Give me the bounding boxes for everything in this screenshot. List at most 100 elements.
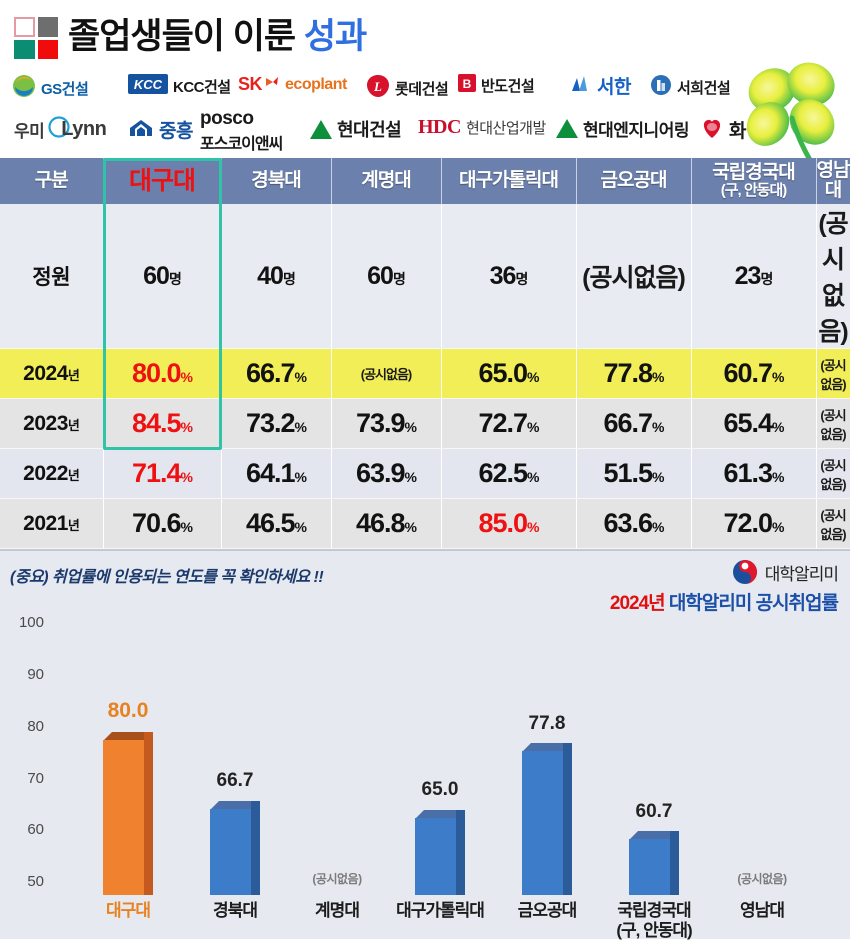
cell-2021-kumoh: 63.6% (576, 498, 692, 549)
unit-suffix: % (180, 419, 193, 435)
posco-logo-icon: posco (200, 108, 254, 129)
row-label-2023: 2023년 (0, 398, 104, 449)
table-header-row: 구분 대구대 경북대 계명대 대구가톨릭대 금오공대 국립경국대 (구, 안동대… (0, 158, 850, 204)
employer-logo-gs: GS건설 (12, 74, 89, 102)
bar-kumoh (522, 743, 572, 895)
employer-logo-hyundai-eng: 현대엔지니어링 (556, 116, 689, 141)
lotte-logo-icon: L (366, 74, 390, 102)
unit-suffix: 명 (760, 270, 773, 287)
cell-2024-kyungpook: 66.7% (221, 348, 332, 399)
almi-label: 대학알리미 (764, 564, 839, 584)
unit-suffix: % (652, 469, 664, 485)
employer-logo-label: 현대엔지니어링 (583, 121, 689, 140)
unit-suffix: % (527, 519, 539, 535)
y-tick-60: 60 (27, 821, 44, 838)
bar-group-daegu: 80.0 대구대 (96, 699, 160, 920)
bar-value-daegu: 80.0 (107, 699, 149, 722)
column-header-daegu-univ: 대구대 (103, 158, 222, 204)
cell-2022-daegu: 71.4% (103, 448, 222, 499)
hyundai-triangle-icon (556, 119, 578, 138)
cell-2023-kyungkuk: 65.4% (691, 398, 817, 449)
employer-logo-hyundai-ec: 현대건설 (310, 116, 402, 142)
hyundai-triangle-icon (310, 119, 332, 139)
korea-gov-taeguk-icon (732, 560, 757, 584)
cell-2023-kyungpook: 73.2% (221, 398, 332, 449)
bar-front-face (210, 809, 251, 895)
svg-text:L: L (373, 79, 382, 94)
cell-capacity-kyungpook: 40명 (221, 204, 332, 349)
cell-2024-kyungkuk: 60.7% (691, 348, 817, 399)
bar-label-keimyung: 계명대 (315, 901, 360, 920)
employer-logo-label: 서희건설 (677, 79, 731, 97)
employer-logo-seohee: 서희건설 (650, 74, 731, 100)
employer-logo-joongheung: 중흥 (128, 116, 193, 143)
bar-side-face (670, 831, 679, 895)
bar-label-kyungkuk-main: 국립경국대 (617, 901, 691, 920)
unit-suffix: % (772, 419, 784, 435)
column-header-daegu-catholic: 대구가톨릭대 (441, 158, 577, 204)
bar-group-keimyung: (공시없음) 계명대 (305, 872, 369, 920)
column-header-kumoh: 금오공대 (576, 158, 692, 204)
cell-2022-daegu-catholic: 62.5% (441, 448, 577, 499)
cell-2021-daegu: 70.6% (103, 498, 222, 549)
employer-logo-kcc: KCC KCC건설 (128, 74, 231, 98)
bar-label-yeungnam: 영남대 (740, 901, 785, 920)
unit-suffix: % (294, 519, 307, 535)
bar-kyungpook (210, 801, 260, 895)
table-row-2021: 2021년 70.6% 46.5% 46.8% 85.0% 63.6% 72.0… (0, 498, 850, 549)
y-tick-50: 50 (27, 873, 44, 890)
row-label-2024: 2024년 (0, 348, 104, 399)
employer-logo-label: 롯데건설 (395, 80, 449, 98)
row-label-2022: 2022년 (0, 448, 104, 499)
bar-side-face (456, 810, 465, 895)
employer-logo-woomi-lynn: 우미 Lynn (14, 116, 107, 142)
cell-capacity-kumoh: (공시없음) (576, 204, 692, 349)
employer-logo-hdc: HDC 현대산업개발 (418, 116, 546, 139)
bar-value-kumoh: 77.8 (528, 713, 566, 734)
bar-kyungkuk (629, 831, 679, 895)
bar-value-kyungpook: 66.7 (216, 770, 254, 791)
y-tick-90: 90 (27, 666, 44, 683)
seohee-logo-icon (650, 74, 672, 100)
employer-logo-sublabel: ecoplant (285, 75, 347, 93)
cell-capacity-daegu-catholic: 36명 (441, 204, 577, 349)
employer-logo-label: SK (238, 74, 263, 94)
unit-suffix: % (180, 369, 193, 385)
unit-suffix: % (404, 469, 417, 485)
employer-logo-sublabel: Lynn (61, 117, 107, 140)
bar-label-daegu: 대구대 (106, 901, 151, 920)
unit-suffix: 명 (282, 270, 296, 287)
y-tick-70: 70 (27, 770, 44, 787)
unit-suffix: % (180, 469, 193, 485)
table-row-capacity: 정원 60명 40명 60명 36명 (공시없음) 23명 (공시없음) (0, 204, 850, 349)
employer-logo-label: KCC건설 (173, 78, 231, 96)
unit-suffix: % (527, 469, 539, 485)
cell-2022-kyungpook: 64.1% (221, 448, 332, 499)
unit-suffix: % (404, 419, 417, 435)
employment-rate-table-wrap: 구분 대구대 경북대 계명대 대구가톨릭대 금오공대 국립경국대 (구, 안동대… (0, 158, 850, 549)
bar-missing-yeungnam: (공시없음) (737, 872, 787, 886)
cell-2021-daegu-catholic: 85.0% (441, 498, 577, 549)
employer-logo-bando: B 반도건설 (458, 74, 535, 96)
bar-front-face (103, 740, 144, 895)
employer-logo-label: GS건설 (41, 80, 89, 98)
page-title-main: 졸업생들이 이룬 (68, 17, 296, 56)
cell-capacity-kyungkuk: 23명 (691, 204, 817, 349)
unit-suffix: % (772, 369, 784, 385)
bar-group-kumoh: 77.8 금오공대 (515, 713, 579, 920)
bar-top-face (210, 801, 260, 810)
bar-front-face (629, 839, 670, 895)
bar-group-kyungkuk: 60.7 국립경국대 (구, 안동대) (616, 801, 692, 940)
unit-suffix: % (652, 519, 664, 535)
bar-front-face (415, 818, 456, 895)
unit-suffix: % (294, 369, 307, 385)
cell-2024-keimyung: (공시없음) (331, 348, 442, 399)
cell-2021-keimyung: 46.8% (331, 498, 442, 549)
employer-logo-label: 반도건설 (481, 77, 535, 95)
y-tick-100: 100 (18, 614, 44, 631)
bar-top-face (103, 732, 153, 741)
cell-2022-yeungnam: (공시없음) (816, 448, 850, 499)
lynn-circle-icon (48, 116, 70, 142)
column-header-kyungpook: 경북대 (221, 158, 332, 204)
cell-2022-keimyung: 63.9% (331, 448, 442, 499)
